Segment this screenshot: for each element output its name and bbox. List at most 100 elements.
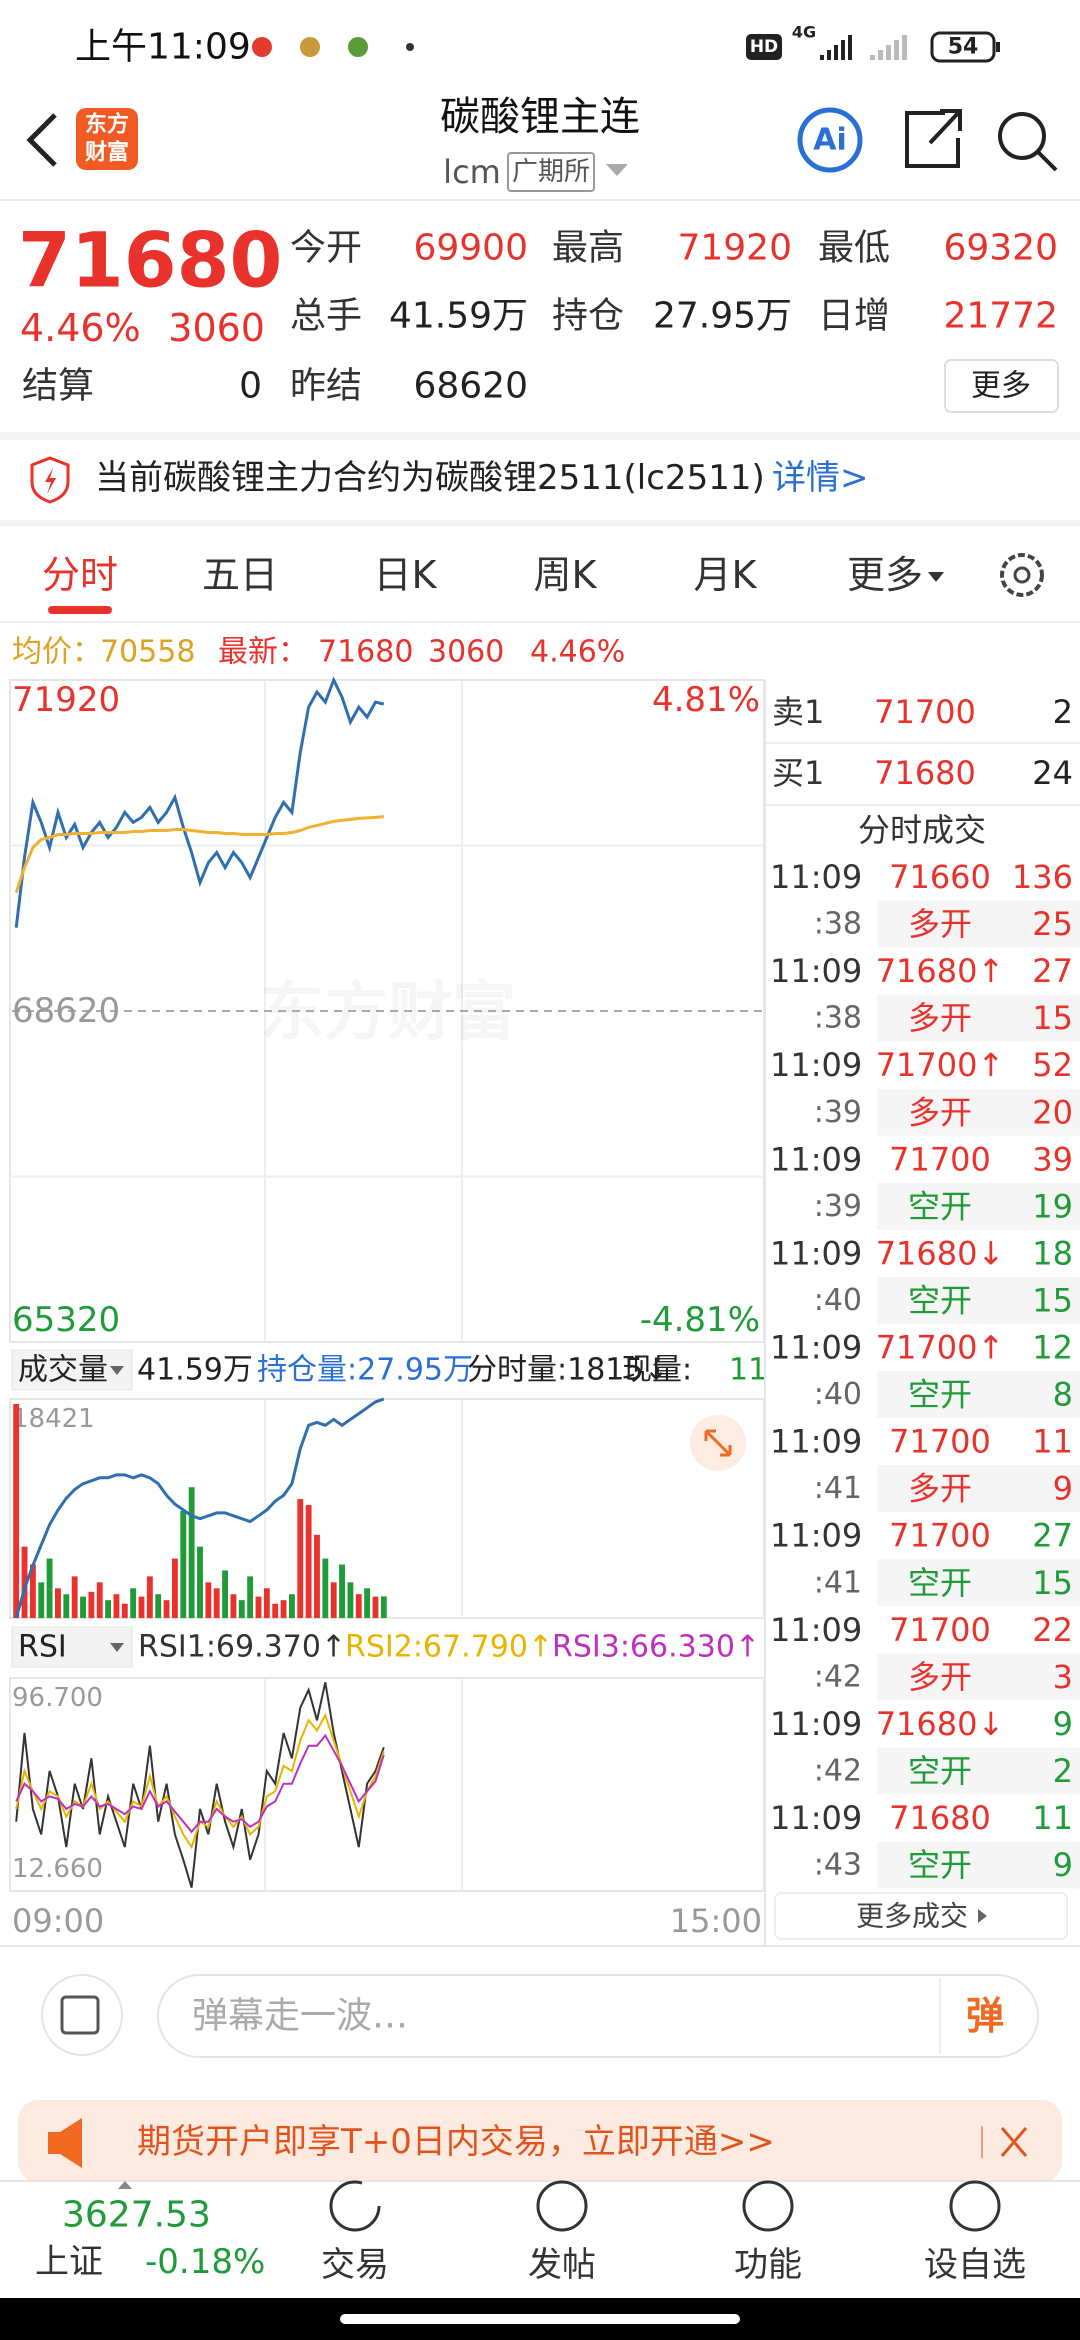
volume-bar [96, 1582, 103, 1618]
settle: 0 [239, 366, 262, 407]
trade-subtime: :40 [814, 1377, 862, 1412]
dropdown-arrow[interactable] [606, 164, 628, 176]
tab[interactable]: 日K [374, 553, 438, 597]
share-button[interactable] [905, 109, 962, 168]
notice-text: 当前碳酸锂主力合约为碳酸锂2511(lc2511) [95, 458, 765, 498]
trade-subtime: :38 [814, 907, 862, 942]
volume-bar [372, 1596, 379, 1618]
back-button[interactable] [26, 113, 57, 167]
trade-action: 空开 [908, 1752, 972, 1790]
tab[interactable]: 周K [534, 553, 598, 597]
tab[interactable]: 月K [694, 553, 758, 597]
ad-close[interactable] [1000, 2127, 1028, 2157]
field-label: 总手 [290, 296, 362, 337]
y2-tick-label: 4.81% [652, 680, 760, 720]
tab[interactable]: 更多 [847, 553, 923, 597]
trade-subvolume: 19 [1032, 1187, 1073, 1225]
index-name: 上证 [35, 2242, 103, 2282]
settings-button[interactable] [1000, 553, 1044, 597]
megaphone [48, 2118, 82, 2168]
field-value: 27.95万 [653, 296, 792, 337]
watermark: 东方财富 [260, 976, 516, 1050]
more-label[interactable]: 更多 [971, 369, 1031, 404]
status-icon [300, 37, 320, 57]
nav-icon[interactable] [949, 2180, 1001, 2232]
y2-tick-label: -4.81% [640, 1300, 760, 1340]
more-trades[interactable]: 更多成交 [856, 1900, 968, 1933]
more-trades-button[interactable] [774, 1892, 1068, 1940]
volume-bar [222, 1570, 228, 1618]
volume-bar [263, 1588, 270, 1618]
signal-bar-2 [886, 45, 891, 60]
field-label: 最低 [818, 228, 890, 269]
trade-action: 空开 [908, 1846, 972, 1884]
volume-bar [146, 1576, 153, 1618]
field-label: 昨结 [290, 366, 362, 407]
ai-button[interactable] [797, 107, 863, 173]
y-tick-label: 96.700 [12, 1683, 103, 1713]
row-bg [877, 1559, 1080, 1607]
selector-arrow [110, 1366, 124, 1375]
volume-bar [205, 1582, 212, 1618]
nav-icon[interactable] [742, 2180, 794, 2232]
signal-bar [834, 45, 838, 60]
row-bg [877, 1276, 1080, 1324]
search-button[interactable] [998, 112, 1046, 160]
trade-time: 11:09 [770, 1517, 862, 1555]
trade-volume: 9 [1053, 1705, 1073, 1743]
selector-box[interactable] [11, 1626, 133, 1668]
trade-subtime: :39 [814, 1189, 862, 1224]
notice-link[interactable]: 详情> [772, 458, 869, 498]
nav-icon[interactable] [329, 2180, 381, 2232]
row-bg [877, 900, 1080, 948]
bid-price: 71680 [874, 754, 976, 792]
volume-bar [339, 1564, 345, 1618]
x-label: 15:00 [670, 1902, 762, 1940]
more-button[interactable] [944, 359, 1059, 413]
volume-bar [71, 1576, 78, 1618]
tab[interactable]: 五日 [202, 553, 278, 597]
trade-time: 11:09 [770, 1611, 862, 1649]
row-bg [877, 1182, 1080, 1230]
trade-time: 11:09 [770, 1140, 862, 1178]
note-button[interactable] [41, 1974, 123, 2056]
plot-frame [9, 1398, 765, 1619]
field-value: 71920 [677, 228, 792, 269]
danmaku-button[interactable]: 弹 [966, 1994, 1004, 2038]
nav-label[interactable]: 功能 [734, 2245, 802, 2285]
trade-subvolume: 15 [1032, 999, 1073, 1037]
trade-subtime: :39 [814, 1095, 862, 1130]
change-pct: 4.46% [20, 306, 141, 350]
trade-subtime: :41 [814, 1471, 862, 1506]
tab[interactable]: 分时 [42, 553, 118, 597]
field-label: 今开 [290, 228, 362, 269]
field-value: 69320 [943, 228, 1058, 269]
nav-label[interactable]: 发帖 [528, 2245, 596, 2285]
ad-text: 期货开户即享T+0日内交易，立即开通>> [137, 2122, 775, 2162]
legend-entry: RSI2:67.790↑ [345, 1630, 553, 1665]
nav-label[interactable]: 交易 [321, 2245, 389, 2285]
nav-label[interactable]: 设自选 [924, 2245, 1026, 2285]
volume-bar [113, 1594, 120, 1618]
selector: 成交量 [18, 1353, 108, 1388]
status-time: 上午11:09 [75, 27, 251, 68]
ad-banner[interactable] [18, 2100, 1062, 2182]
trade-subtime: :42 [814, 1659, 862, 1694]
comment-input[interactable] [157, 1974, 1039, 2058]
logo-text: 东方 [85, 112, 129, 138]
field-label: 最高 [552, 228, 624, 269]
y-tick-label: 68620 [12, 991, 120, 1031]
field-label: 日增 [818, 296, 890, 337]
volume-bar [280, 1600, 287, 1618]
trade-time: 11:09 [770, 1046, 862, 1084]
trade-price: 71660 [889, 858, 991, 896]
trade-subvolume: 9 [1053, 1470, 1073, 1508]
selector-box[interactable] [11, 1349, 133, 1391]
nav-icon[interactable] [536, 2180, 588, 2232]
volume-header: 现量: [622, 1353, 692, 1388]
index-change: -0.18% [145, 2242, 265, 2282]
trade-action: 多开 [908, 1658, 972, 1696]
volume-bar [130, 1588, 137, 1618]
trade-action: 空开 [908, 1376, 972, 1414]
